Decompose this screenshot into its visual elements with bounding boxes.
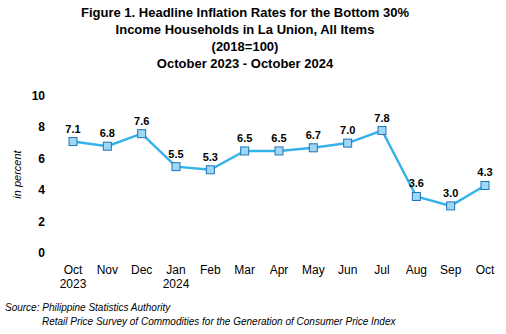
x-tick-label-line: May <box>302 263 325 277</box>
marker <box>378 127 386 135</box>
data-label: 6.5 <box>237 132 252 144</box>
x-tick-label-line: Oct <box>476 263 495 277</box>
marker <box>138 130 146 138</box>
data-label: 7.6 <box>134 115 149 127</box>
marker <box>412 192 420 200</box>
x-tick-label-line: Apr <box>270 263 289 277</box>
x-tick-label-line: Feb <box>200 263 221 277</box>
x-tick-label: Aug <box>406 263 427 277</box>
marker <box>275 147 283 155</box>
x-tick-label: Mar <box>234 263 255 277</box>
x-tick-label-line: Aug <box>406 263 427 277</box>
x-tick-label: Apr <box>270 263 289 277</box>
data-label: 7.0 <box>340 124 355 136</box>
y-tick-label: 8 <box>38 120 45 134</box>
marker <box>447 202 455 210</box>
source: Source: Philippine Statistics Authority <box>5 302 171 313</box>
x-tick-label: Nov <box>97 263 118 277</box>
x-tick-label-line: Oct <box>64 263 83 277</box>
subtitle: (2018=100) <box>212 39 279 54</box>
data-label: 4.3 <box>477 166 492 178</box>
x-tick-label-line: 2024 <box>163 277 190 291</box>
x-tick-label-line: Jan <box>166 263 185 277</box>
chart: Figure 1. Headline Inflation Rates for t… <box>0 0 506 334</box>
data-label: 6.5 <box>271 132 286 144</box>
data-label: 3.6 <box>409 177 424 189</box>
x-tick-label-line: Jul <box>374 263 389 277</box>
y-tick-label: 10 <box>32 89 46 103</box>
x-tick-label-line: Sep <box>440 263 462 277</box>
data-label: 7.8 <box>374 112 389 124</box>
subtitle: October 2023 - October 2024 <box>157 56 334 71</box>
x-tick-label-line: 2023 <box>60 277 87 291</box>
marker <box>69 138 77 146</box>
x-tick-label-line: Jun <box>338 263 357 277</box>
data-label: 7.1 <box>65 123 80 135</box>
y-tick-label: 4 <box>38 183 45 197</box>
y-tick-label: 6 <box>38 152 45 166</box>
x-tick-label-line: Dec <box>131 263 152 277</box>
y-axis-label: in percent <box>11 149 23 198</box>
x-tick-label: Jul <box>374 263 389 277</box>
x-tick-label: Oct2023 <box>60 263 87 291</box>
x-tick-label-line: Mar <box>234 263 255 277</box>
marker <box>241 147 249 155</box>
marker <box>206 166 214 174</box>
x-tick-label-line: Nov <box>97 263 118 277</box>
marker <box>172 163 180 171</box>
x-tick-label: Jun <box>338 263 357 277</box>
x-tick-label: Jan2024 <box>163 263 190 291</box>
source: Retail Price Survey of Commodities for t… <box>42 316 396 327</box>
marker <box>344 139 352 147</box>
marker <box>103 142 111 150</box>
data-label: 6.7 <box>306 129 321 141</box>
y-tick-label: 2 <box>38 215 45 229</box>
data-label: 5.5 <box>168 148 183 160</box>
x-tick-label: Feb <box>200 263 221 277</box>
x-tick-label: May <box>302 263 325 277</box>
line <box>73 131 485 206</box>
y-tick-label: 0 <box>38 246 45 260</box>
data-label: 6.8 <box>100 127 115 139</box>
plot-area <box>69 127 489 210</box>
x-tick-label: Oct <box>476 263 495 277</box>
data-label: 3.0 <box>443 187 458 199</box>
data-label: 5.3 <box>203 151 218 163</box>
marker <box>309 144 317 152</box>
title: Figure 1. Headline Inflation Rates for t… <box>81 5 409 20</box>
x-tick-label: Sep <box>440 263 462 277</box>
x-tick-label: Dec <box>131 263 152 277</box>
marker <box>481 181 489 189</box>
title: Income Households in La Union, All Items <box>116 22 375 37</box>
